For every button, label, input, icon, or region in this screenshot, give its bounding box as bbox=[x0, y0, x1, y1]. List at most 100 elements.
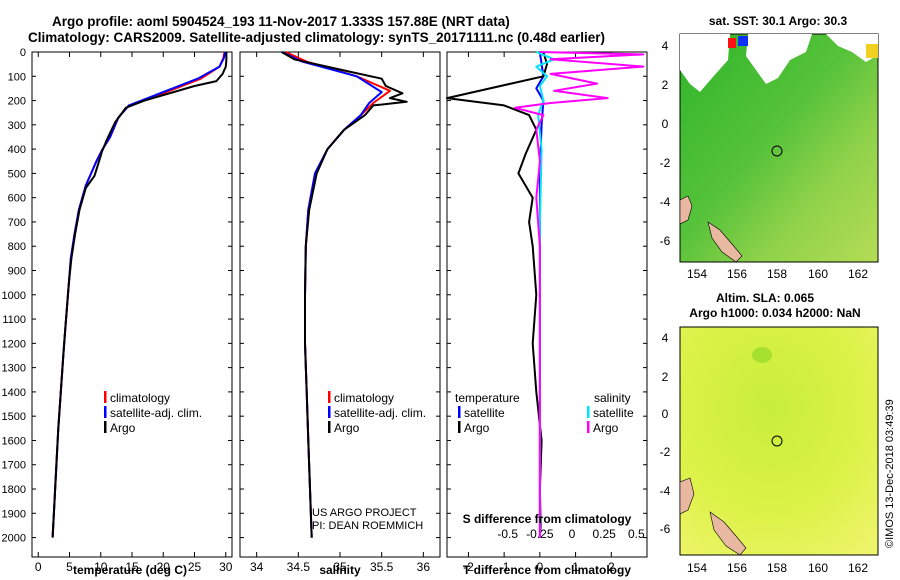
difference-plot: -2 -1 0 1 2-0.5 -0.25 0 0.25 0.5 bbox=[446, 51, 645, 574]
legend-label-argo: Argo bbox=[110, 421, 136, 435]
series-line-s-argo bbox=[513, 51, 645, 538]
legend-swatch-t-argo bbox=[458, 421, 461, 433]
x-tick-label: 1 bbox=[572, 560, 579, 574]
sla-xtick: 154 bbox=[687, 561, 707, 575]
depth-tick-label: 100 bbox=[8, 71, 26, 83]
sla-map-subtitle: Argo h1000: 0.034 h2000: NaN bbox=[689, 306, 860, 320]
depth-tick-label: 1200 bbox=[2, 338, 26, 350]
series-line-s-satellite bbox=[535, 51, 556, 538]
sla-xtick: 160 bbox=[808, 561, 828, 575]
depth-tick-label: 1700 bbox=[2, 460, 26, 472]
depth-axis: 0 100 200 300 400 500 600 700 800 900 1000 1100 1200… bbox=[2, 47, 647, 545]
legend-swatch-argo bbox=[328, 421, 331, 433]
depth-tick-label: 200 bbox=[8, 96, 26, 108]
legend-swatch-climatology bbox=[104, 391, 107, 403]
legend-swatch-satellite bbox=[328, 406, 331, 418]
legend-label-satellite: satellite-adj. clim. bbox=[334, 406, 426, 420]
salinity-axis-label: salinity bbox=[319, 563, 361, 577]
s-diff-tick-label: 0.25 bbox=[592, 527, 616, 541]
salinity-panel-frame bbox=[239, 51, 441, 558]
legend-label-s-argo: Argo bbox=[593, 421, 619, 435]
sst-ytick: -4 bbox=[660, 195, 671, 209]
x-tick-label: 0 bbox=[35, 560, 42, 574]
depth-tick-label: 400 bbox=[8, 144, 26, 156]
x-tick-label: 10 bbox=[94, 560, 108, 574]
sst-no-data-region bbox=[680, 34, 730, 92]
depth-tick-label: 1300 bbox=[2, 363, 26, 375]
depth-tick-label: 1900 bbox=[2, 508, 26, 520]
legend-label-satellite: satellite-adj. clim. bbox=[110, 406, 202, 420]
temperature-panel-frame bbox=[31, 51, 233, 558]
legend-label-climatology: climatology bbox=[110, 391, 170, 405]
depth-tick-label: 1500 bbox=[2, 411, 26, 423]
sst-ytick: -2 bbox=[660, 156, 671, 170]
legend-title-temperature: temperature bbox=[455, 391, 520, 405]
sla-coastline bbox=[709, 511, 747, 555]
depth-tick-label: 800 bbox=[8, 241, 26, 253]
depth-tick-label: 1100 bbox=[2, 314, 26, 326]
x-tick-label: 35.5 bbox=[370, 560, 394, 574]
x-tick-label: 34 bbox=[250, 560, 264, 574]
depth-tick-label: 900 bbox=[8, 266, 26, 278]
legend-swatch-satellite bbox=[104, 406, 107, 418]
series-line-satellite-adj-clim- bbox=[281, 51, 383, 538]
x-tick-label: 15 bbox=[125, 560, 139, 574]
sla-ytick: -6 bbox=[660, 522, 671, 536]
sst-coastline bbox=[680, 195, 693, 225]
x-tick-label: 0 bbox=[537, 560, 544, 574]
legend-swatch-climatology bbox=[328, 391, 331, 403]
temperature-plot: 0 5 10 15 20 25 30 bbox=[35, 51, 233, 574]
x-tick-label: 30 bbox=[219, 560, 233, 574]
depth-tick-label: 2000 bbox=[2, 533, 26, 545]
sst-argo-location-marker bbox=[771, 145, 783, 157]
legend-label-t-satellite: satellite bbox=[464, 406, 505, 420]
sla-ytick: 0 bbox=[662, 407, 669, 421]
sla-ytick: -4 bbox=[660, 484, 671, 498]
figure-title-line1: Argo profile: aoml 5904524_193 11-Nov-20… bbox=[52, 14, 510, 29]
legend-swatch-s-satellite bbox=[587, 406, 590, 418]
legend-label-t-argo: Argo bbox=[464, 421, 490, 435]
sst-coastline bbox=[707, 221, 743, 262]
depth-tick-label: 1800 bbox=[2, 484, 26, 496]
sst-xtick: 162 bbox=[848, 267, 868, 281]
sst-ytick: 0 bbox=[662, 117, 669, 131]
s-diff-tick-label: 0.5 bbox=[628, 527, 645, 541]
series-line-t-argo bbox=[446, 51, 548, 538]
temperature-axis-label: temperature (deg C) bbox=[73, 563, 187, 577]
salinity-legend: climatology satellite-adj. clim. Argo US… bbox=[312, 391, 426, 532]
sla-ytick: -2 bbox=[660, 445, 671, 459]
sst-xtick: 156 bbox=[727, 267, 747, 281]
legend-label-argo: Argo bbox=[334, 421, 360, 435]
x-tick-label: 5 bbox=[66, 560, 73, 574]
x-tick-label: 34.5 bbox=[287, 560, 311, 574]
figure-title-line2: Climatology: CARS2009. Satellite-adjuste… bbox=[28, 30, 605, 45]
credit-project: US ARGO PROJECT bbox=[312, 507, 417, 519]
sst-no-data-region bbox=[746, 34, 812, 84]
sst-ytick: 2 bbox=[662, 78, 669, 92]
x-tick-label: -2 bbox=[463, 560, 474, 574]
sst-map: 4 2 0 -2 -4 -6 154 156 158 160 162 bbox=[660, 33, 879, 281]
sla-map-field bbox=[679, 326, 879, 556]
sla-coastline bbox=[680, 477, 695, 515]
legend-swatch-argo bbox=[104, 421, 107, 433]
sla-argo-location-marker bbox=[771, 435, 783, 447]
sla-anomaly bbox=[752, 347, 772, 363]
difference-panel-frame bbox=[446, 51, 648, 558]
series-line-climatology bbox=[51, 51, 226, 538]
credit-pi: PI: DEAN ROEMMICH bbox=[312, 520, 423, 532]
x-tick-label: 35 bbox=[333, 560, 347, 574]
x-tick-label: 20 bbox=[157, 560, 171, 574]
x-tick-label: 36 bbox=[417, 560, 431, 574]
s-diff-tick-label: -0.5 bbox=[497, 527, 518, 541]
sst-map-title: sat. SST: 30.1 Argo: 30.3 bbox=[709, 14, 848, 28]
depth-tick-label: 1600 bbox=[2, 435, 26, 447]
series-line-argo bbox=[281, 51, 408, 538]
sst-ytick: 4 bbox=[662, 39, 669, 53]
sla-map-title: Altim. SLA: 0.065 bbox=[716, 291, 814, 305]
difference-legend-temperature: temperature satellite Argo bbox=[455, 391, 520, 435]
legend-label-s-satellite: satellite bbox=[593, 406, 634, 420]
sst-no-data-region bbox=[826, 34, 878, 62]
depth-tick-label: 600 bbox=[8, 193, 26, 205]
depth-tick-label: 1400 bbox=[2, 387, 26, 399]
